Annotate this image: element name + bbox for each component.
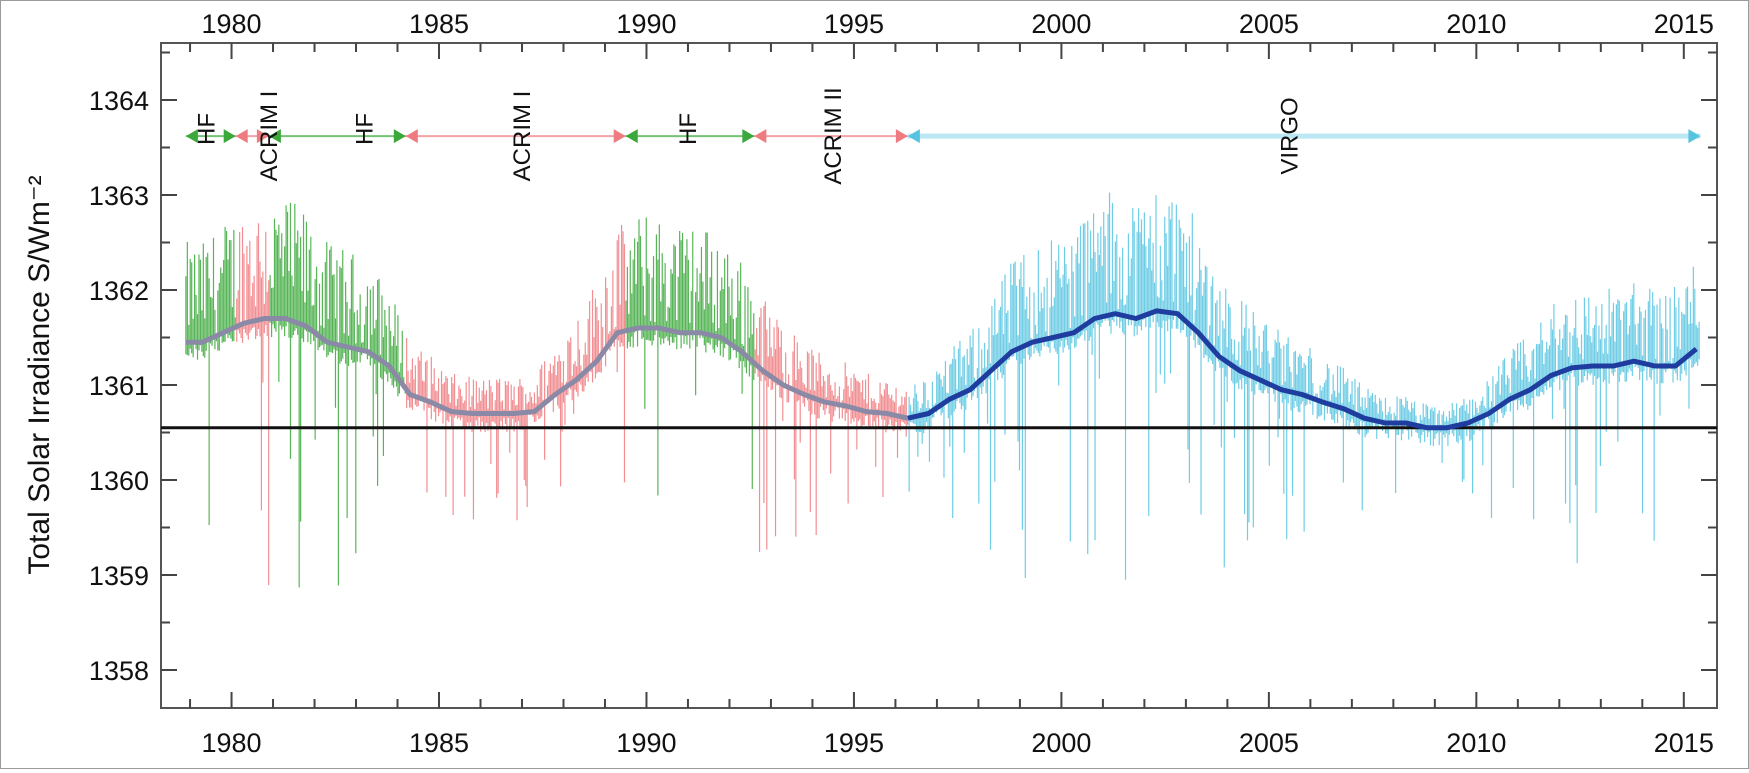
x-tick-label-bottom: 1985	[409, 728, 469, 758]
x-tick-label-bottom: 1995	[824, 728, 884, 758]
x-tick-label-bottom: 1980	[201, 728, 261, 758]
x-tick-label-top: 2005	[1239, 9, 1299, 39]
instrument-label: ACRIM I	[256, 91, 283, 182]
y-tick-label: 1358	[89, 656, 149, 686]
y-tick-label: 1360	[89, 466, 149, 496]
coverage-marker-start-1	[235, 129, 248, 144]
x-tick-label-bottom: 2000	[1031, 728, 1091, 758]
coverage-marker-end-1	[256, 129, 269, 144]
y-tick-label: 1362	[89, 276, 149, 306]
instrument-label: HF	[351, 113, 378, 145]
x-tick-label-top: 2010	[1446, 9, 1506, 39]
coverage-marker-end-5	[895, 129, 908, 144]
coverage-marker-start-0	[185, 129, 198, 144]
coverage-marker-start-4	[625, 129, 638, 144]
axis-layer	[161, 43, 1717, 708]
instrument-label: ACRIM II	[820, 87, 847, 184]
x-tick-label-top: 1990	[616, 9, 676, 39]
instrument-label: HF	[194, 113, 221, 145]
x-tick-label-top: 2000	[1031, 9, 1091, 39]
x-tick-label-bottom: 2005	[1239, 728, 1299, 758]
coverage-marker-end-3	[613, 129, 626, 144]
coverage-layer	[185, 129, 1701, 144]
instrument-label: ACRIM I	[509, 91, 536, 182]
x-tick-label-bottom: 2010	[1446, 728, 1506, 758]
instrument-label: VIRGO	[1277, 97, 1304, 174]
daily-data-layer	[185, 192, 1700, 588]
coverage-marker-start-6	[907, 129, 920, 144]
x-tick-label-top: 2015	[1654, 9, 1714, 39]
coverage-marker-start-5	[754, 129, 767, 144]
y-tick-label: 1361	[89, 371, 149, 401]
x-tick-label-top: 1995	[824, 9, 884, 39]
coverage-marker-start-2	[268, 129, 281, 144]
x-tick-label-top: 1985	[409, 9, 469, 39]
y-tick-label: 1359	[89, 561, 149, 591]
coverage-marker-end-2	[393, 129, 406, 144]
y-axis-label: Total Solar Irradiance S/Wm⁻²	[23, 175, 56, 574]
plot-area-border	[160, 42, 1718, 709]
y-tick-label: 1364	[89, 86, 149, 116]
composite-line-virgo	[907, 308, 1698, 431]
x-tick-label-bottom: 1990	[616, 728, 676, 758]
coverage-marker-end-0	[223, 129, 236, 144]
coverage-marker-start-3	[405, 129, 418, 144]
composite-layer	[161, 308, 1717, 431]
y-tick-label: 1363	[89, 181, 149, 211]
x-tick-label-bottom: 2015	[1654, 728, 1714, 758]
coverage-marker-end-4	[742, 129, 755, 144]
instrument-label: HF	[675, 113, 702, 145]
x-tick-label-top: 1980	[201, 9, 261, 39]
label-layer: 1980 1980 1985 1985 1990 1990 1995 1995 2000 2000…	[89, 9, 1714, 758]
composite-line-early	[185, 316, 909, 421]
coverage-marker-end-6	[1688, 129, 1701, 144]
